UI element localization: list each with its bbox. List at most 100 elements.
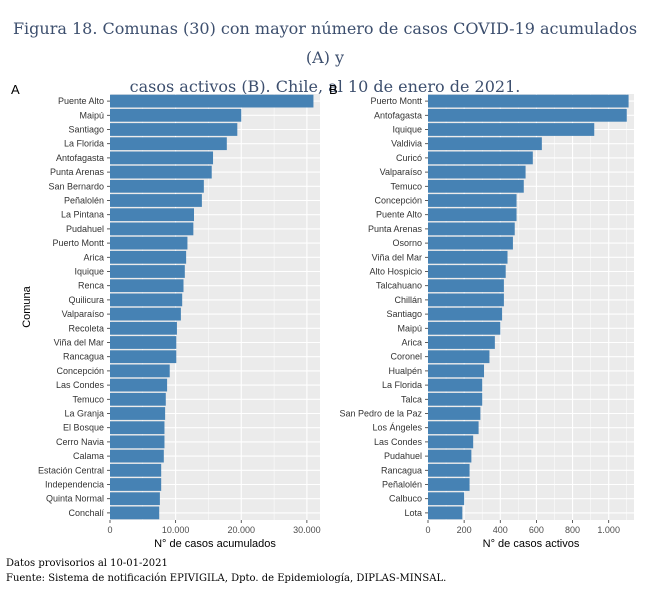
panel-b-bar-osorno <box>428 236 513 250</box>
panel-a-category-label: Maipú <box>79 110 104 120</box>
panel-a-category-label: Cerro Navia <box>56 437 104 447</box>
panel-a-category-label: Puente Alto <box>58 96 104 106</box>
panel-b-x-tick-label: 0 <box>425 525 430 535</box>
panel-a-bar-vina-del-mar <box>110 336 177 349</box>
panel-a-category-label: Estación Central <box>38 465 104 475</box>
panel-b-bar-maipu <box>428 321 501 335</box>
panel-a-bar-valparaiso <box>110 307 181 321</box>
panel-a-bar-maipu <box>110 108 242 122</box>
panel-b-category-label: Valparaíso <box>380 167 422 177</box>
panel-b-category-label: Lota <box>404 508 422 518</box>
panel-b-bar-antofagasta <box>428 108 627 122</box>
panel-b-category-label: Hualpén <box>388 366 422 376</box>
panel-a-bar-el-bosque <box>110 421 165 435</box>
panel-b-category-label: Los Ángeles <box>372 423 422 433</box>
panel-a-bar-santiago <box>110 123 238 136</box>
panel-a-category-label: La Pintana <box>61 210 104 220</box>
panel-a-category-label: Antofagasta <box>56 153 104 163</box>
panel-b-bar-las-condes <box>428 435 474 449</box>
panel-b-bar-calbuco <box>428 492 465 506</box>
panel-a-bar-arica <box>110 250 187 264</box>
panel-a-category-label: Calama <box>73 451 104 461</box>
panel-a-category-label: Renca <box>78 281 104 291</box>
panel-b-category-label: Punta Arenas <box>368 224 423 234</box>
panel-a-category-label: Quilicura <box>68 295 104 305</box>
panel-b-bar-puerto-montt <box>428 94 629 108</box>
footnote-source: Fuente: Sistema de notificación EPIVIGIL… <box>6 573 447 584</box>
panel-b-category-label: San Pedro de la Paz <box>339 409 422 419</box>
panel-a-category-label: Valparaíso <box>62 309 104 319</box>
panel-a-cumulative-cases: A Puente Alto Maipú Santiago La Florida Antof… <box>11 82 321 550</box>
panel-a-category-label: Arica <box>83 252 104 262</box>
panel-b-x-tick-label: 800 <box>565 525 580 535</box>
panel-b-category-label: Calbuco <box>389 494 422 504</box>
footnotes: Datos provisorios al 10-01-2021 Fuente: … <box>6 556 446 586</box>
panel-a-bar-punta-arenas <box>110 165 212 179</box>
panel-b-bar-pudahuel <box>428 449 472 463</box>
panel-b-bar-valdivia <box>428 137 542 151</box>
panel-b-bar-arica <box>428 336 495 349</box>
panel-a-bar-pudahuel <box>110 222 194 236</box>
panel-b-category-label: Maipú <box>397 323 422 333</box>
panel-b-bar-talca <box>428 392 483 406</box>
panel-b-bar-temuco <box>428 179 524 193</box>
panel-b-bar-san-pedro-de-la-paz <box>428 407 481 420</box>
panel-a-x-tick-label: 20.000 <box>227 525 255 535</box>
panel-b-category-label: Coronel <box>390 352 422 362</box>
panel-b-category-label: Alto Hospicio <box>369 267 422 277</box>
panel-b-bar-talcahuano <box>428 279 504 293</box>
panel-a-bar-la-granja <box>110 407 166 420</box>
panel-b-letter: B <box>329 82 338 97</box>
panel-b-bar-valparaiso <box>428 165 526 179</box>
panel-b-plot-background <box>428 94 634 520</box>
panel-a-plot-background <box>110 94 320 520</box>
panel-a-category-label: Puerto Montt <box>52 238 104 248</box>
panel-b-category-label: Las Condes <box>374 437 423 447</box>
panel-a-bar-conchali <box>110 506 160 520</box>
panel-b-bar-hualpen <box>428 364 485 378</box>
panel-b-bar-lota <box>428 506 463 520</box>
panel-a-category-label: Viña del Mar <box>54 338 104 348</box>
panel-b-category-label: Arica <box>401 338 422 348</box>
panel-b-category-label: Puente Alto <box>376 210 422 220</box>
panel-b-category-label: Talcahuano <box>376 281 422 291</box>
footnote-provisional: Datos provisorios al 10-01-2021 <box>6 558 168 569</box>
panel-a-x-tick-label: 0 <box>107 525 112 535</box>
panel-b-bar-los-angeles <box>428 421 479 435</box>
panel-b-bar-la-florida <box>428 378 483 392</box>
charts-container: A Puente Alto Maipú Santiago La Florida Antof… <box>11 82 634 550</box>
panel-b-category-label: Pudahuel <box>384 451 422 461</box>
panel-b-category-label: Concepción <box>374 196 422 206</box>
panel-b-bar-punta-arenas <box>428 222 515 236</box>
panel-a-x-tick-label: 10.000 <box>162 525 190 535</box>
panel-b-category-label: Antofagasta <box>374 110 422 120</box>
panel-a-bar-iquique <box>110 265 185 278</box>
panel-b-category-label: Santiago <box>386 309 422 319</box>
panel-b-bar-chillan <box>428 293 504 307</box>
panel-a-bar-estacion-central <box>110 463 162 477</box>
panel-b-bar-curico <box>428 151 533 165</box>
panel-a-category-label: Santiago <box>68 125 104 135</box>
panel-b-bar-alto-hospicio <box>428 265 506 278</box>
panel-b-x-tick-label: 1.000 <box>597 525 620 535</box>
panel-b-x-axis-title: N° de casos activos <box>483 538 580 550</box>
panel-b-bar-rancagua <box>428 463 470 477</box>
panel-a-category-label: Conchalí <box>68 508 104 518</box>
panel-a-y-axis-title: Comuna <box>21 285 33 327</box>
panel-a-x-axis-title: N° de casos acumulados <box>154 538 276 550</box>
panel-a-bar-la-florida <box>110 137 227 151</box>
panel-a-bar-quinta-normal <box>110 492 160 506</box>
panel-a-category-label: Concepción <box>56 366 104 376</box>
figure-title-line-2: casos activos (B). Chile, al 10 de enero… <box>129 77 521 96</box>
panel-a-bar-puente-alto <box>110 94 314 108</box>
panel-a-bar-quilicura <box>110 293 183 307</box>
panel-b-bar-concepcion <box>428 194 517 207</box>
panel-b-bar-iquique <box>428 123 595 136</box>
panel-b-category-label: Puerto Montt <box>370 96 422 106</box>
panel-a-bar-renca <box>110 279 184 293</box>
panel-b-active-cases: B Puerto Montt Antofagasta Iquique Valdivia C… <box>329 82 634 550</box>
panel-a-bar-rancagua <box>110 350 177 364</box>
panel-a-category-label: Punta Arenas <box>50 167 105 177</box>
panel-a-category-label: Temuco <box>72 394 104 404</box>
panel-a-category-label: La Granja <box>64 409 104 419</box>
